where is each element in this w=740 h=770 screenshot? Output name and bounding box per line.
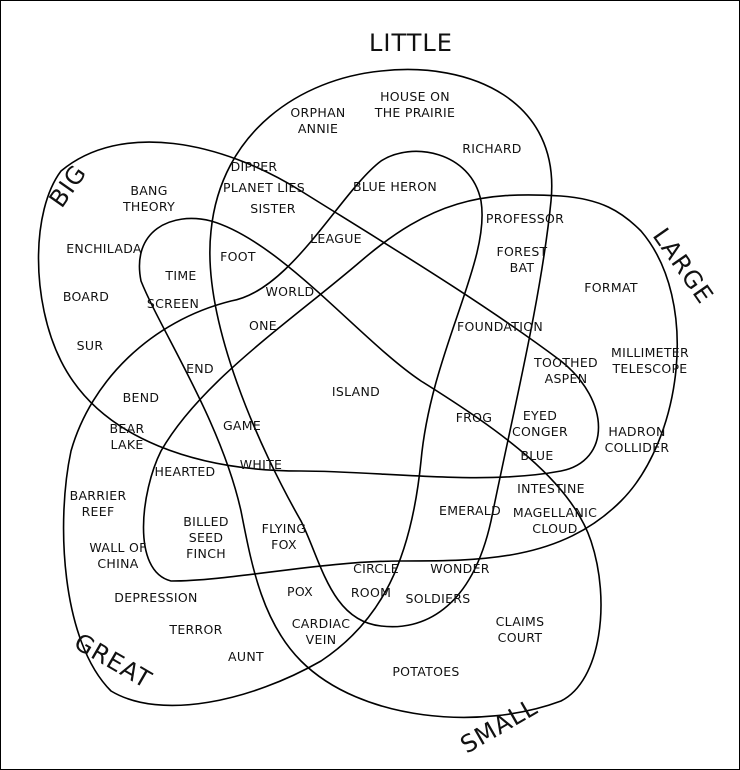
word-label: BLUE — [520, 448, 554, 463]
word-label: BEAR LAKE — [109, 421, 145, 452]
word-label: HEARTED — [154, 464, 216, 479]
word-label: INTESTINE — [517, 481, 585, 496]
word-label: SISTER — [250, 201, 296, 216]
outline-great — [62, 150, 483, 707]
word-label: POTATOES — [392, 664, 460, 679]
word-label: FOOT — [220, 249, 256, 264]
word-label: CLAIMS COURT — [495, 614, 545, 645]
word-label: WONDER — [430, 561, 490, 576]
word-label: BLUE HERON — [352, 179, 438, 194]
word-label: WHITE — [239, 457, 283, 472]
word-label: GAME — [222, 418, 262, 433]
word-label: MILLIMETER TELESCOPE — [611, 345, 689, 376]
word-label: EYED CONGER — [512, 408, 568, 439]
outline-large — [142, 194, 678, 582]
outline-big — [37, 141, 600, 479]
word-label: ROOM — [350, 585, 392, 600]
word-label: SOLDIERS — [405, 591, 471, 606]
word-label: SCREEN — [146, 296, 200, 311]
word-label: PLANET LIES — [223, 180, 305, 195]
word-label: FLYING FOX — [261, 521, 307, 552]
word-label: ENCHILADA — [66, 241, 142, 256]
word-label: MAGELLANIC CLOUD — [512, 505, 598, 536]
word-label: AUNT — [228, 649, 264, 664]
word-label: CARDIAC VEIN — [291, 616, 351, 647]
word-label: FOUNDATION — [456, 319, 544, 334]
word-label: BANG THEORY — [122, 183, 176, 214]
word-label: PROFESSOR — [485, 211, 565, 226]
outline-small — [138, 217, 602, 719]
word-label: WALL OF CHINA — [89, 540, 147, 571]
word-label: DIPPER — [230, 159, 278, 174]
word-label: HADRON COLLIDER — [604, 424, 670, 455]
word-label: CIRCLE — [353, 561, 399, 576]
word-label: FORMAT — [584, 280, 638, 295]
word-label: SUR — [76, 338, 104, 353]
word-label: BARRIER REEF — [69, 488, 127, 519]
word-label: BOARD — [62, 289, 110, 304]
word-label: ONE — [249, 318, 277, 333]
word-label: END — [186, 361, 214, 376]
word-label: LEAGUE — [310, 231, 362, 246]
word-label: BEND — [122, 390, 160, 405]
word-label: TOOTHED ASPEN — [534, 355, 598, 386]
outline-little — [209, 68, 553, 628]
word-label: BILLED SEED FINCH — [183, 514, 229, 561]
word-label: FOREST BAT — [496, 244, 548, 275]
word-label: POX — [286, 584, 314, 599]
word-label: TIME — [165, 268, 197, 283]
word-label: HOUSE ON THE PRAIRIE — [374, 89, 456, 120]
word-label: ORPHAN ANNIE — [290, 105, 346, 136]
word-label: TERROR — [169, 622, 223, 637]
word-label: DEPRESSION — [114, 590, 198, 605]
word-label: RICHARD — [462, 141, 522, 156]
word-label: FROG — [455, 410, 493, 425]
word-label: EMERALD — [439, 503, 501, 518]
word-label: ISLAND — [331, 384, 381, 399]
word-label: WORLD — [265, 284, 315, 299]
set-label-little: LITTLE — [369, 29, 453, 57]
